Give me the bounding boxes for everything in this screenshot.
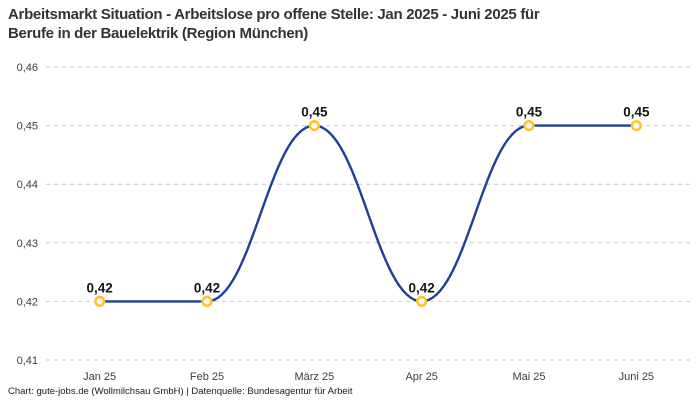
line-series xyxy=(98,124,638,303)
x-tick-label: Jan 25 xyxy=(83,371,116,383)
y-tick-label: 0,42 xyxy=(17,296,38,308)
data-point-marker xyxy=(308,119,320,132)
x-tick-label: Apr 25 xyxy=(405,371,437,383)
data-point-marker xyxy=(523,119,535,132)
y-tick-label: 0,44 xyxy=(17,179,38,191)
y-tick-label: 0,46 xyxy=(17,62,38,74)
y-tick-label: 0,43 xyxy=(17,238,38,250)
chart-title: Arbeitsmarkt Situation - Arbeitslose pro… xyxy=(8,5,540,43)
x-tick-label: März 25 xyxy=(294,371,334,383)
data-point-label: 0,45 xyxy=(516,105,543,120)
data-point-marker xyxy=(201,295,213,308)
chart-title-line2: Berufe in der Bauelektrik (Region Münche… xyxy=(8,25,308,42)
data-point-marker xyxy=(94,295,106,308)
data-point-label: 0,42 xyxy=(87,280,113,295)
chart-title-line1: Arbeitsmarkt Situation - Arbeitslose pro… xyxy=(8,6,540,23)
chart-credit: Chart: gute-jobs.de (Wollmilchsau GmbH) … xyxy=(8,386,353,397)
data-point-label: 0,42 xyxy=(194,280,220,295)
x-tick-label: Mai 25 xyxy=(512,371,545,383)
y-tick-label: 0,45 xyxy=(17,121,38,133)
y-tick-label: 0,41 xyxy=(17,355,38,367)
data-point-marker xyxy=(630,119,642,132)
x-tick-label: Feb 25 xyxy=(190,371,224,383)
x-tick-label: Juni 25 xyxy=(619,371,654,383)
data-point-label: 0,42 xyxy=(409,280,435,295)
data-point-label: 0,45 xyxy=(301,105,328,120)
data-point-label: 0,45 xyxy=(623,105,650,120)
data-point-marker xyxy=(416,295,428,308)
